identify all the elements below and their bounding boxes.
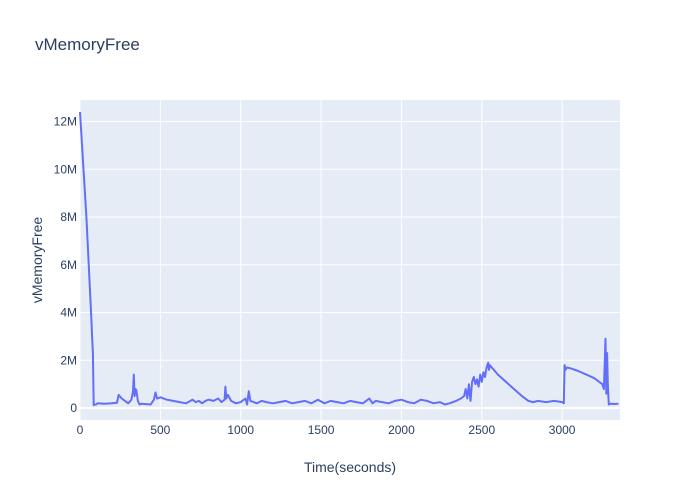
y-tick-label: 8M — [60, 210, 77, 224]
x-tick-label: 1500 — [308, 423, 335, 437]
x-axis-ticks: 0 500 1000 1500 2000 2500 3000 — [77, 423, 576, 437]
y-tick-label: 12M — [54, 114, 77, 128]
y-tick-label: 0 — [70, 401, 77, 415]
series-line — [79, 111, 619, 407]
plot-area — [80, 100, 620, 420]
x-tick-label: 2500 — [468, 423, 495, 437]
x-tick-label: 3000 — [549, 423, 576, 437]
gridlines — [79, 100, 620, 420]
x-tick-label: 1000 — [227, 423, 254, 437]
x-tick-label: 0 — [77, 423, 84, 437]
chart-title: vMemoryFree — [35, 35, 140, 54]
y-axis-label: vMemoryFree — [29, 217, 45, 304]
series-layer — [79, 111, 619, 407]
y-tick-label: 6M — [60, 258, 77, 272]
y-axis-ticks: 0 2M 4M 6M 8M 10M 12M — [54, 114, 78, 415]
x-axis-label: Time(seconds) — [304, 459, 396, 475]
x-tick-label: 2000 — [388, 423, 415, 437]
y-tick-label: 2M — [60, 353, 77, 367]
y-tick-label: 10M — [54, 162, 77, 176]
x-tick-label: 500 — [150, 423, 170, 437]
y-tick-label: 4M — [60, 306, 77, 320]
